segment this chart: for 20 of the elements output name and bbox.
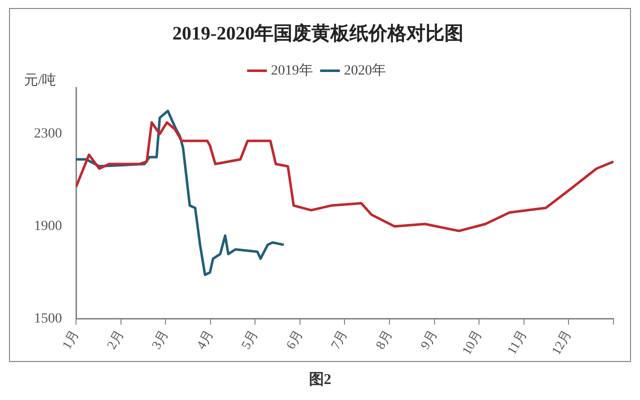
y-tick-label: 1500 (34, 311, 62, 326)
x-tick-label: 3月 (148, 327, 172, 352)
x-tick-label: 11月 (504, 327, 530, 357)
chart-title: 2019-2020年国废黄板纸价格对比图 (172, 22, 464, 44)
legend-label: 2019年 (271, 62, 313, 78)
legend-label: 2020年 (344, 62, 386, 78)
x-tick-label: 1月 (58, 327, 82, 352)
x-tick-label: 9月 (417, 327, 440, 352)
x-tick-label: 7月 (328, 327, 350, 352)
x-tick-label: 12月 (548, 327, 574, 358)
y-tick-label: 1900 (34, 219, 62, 234)
caption: 图2 (308, 371, 332, 389)
y-axis-title: 元/吨 (24, 72, 56, 89)
x-tick-label: 10月 (458, 327, 485, 358)
x-tick-label: 2月 (104, 327, 126, 352)
x-tick-label: 5月 (238, 327, 261, 352)
x-tick-label: 8月 (372, 327, 396, 352)
x-tick-label: 4月 (193, 327, 216, 352)
x-tick-label: 6月 (282, 327, 306, 352)
y-tick-label: 2300 (34, 126, 62, 142)
